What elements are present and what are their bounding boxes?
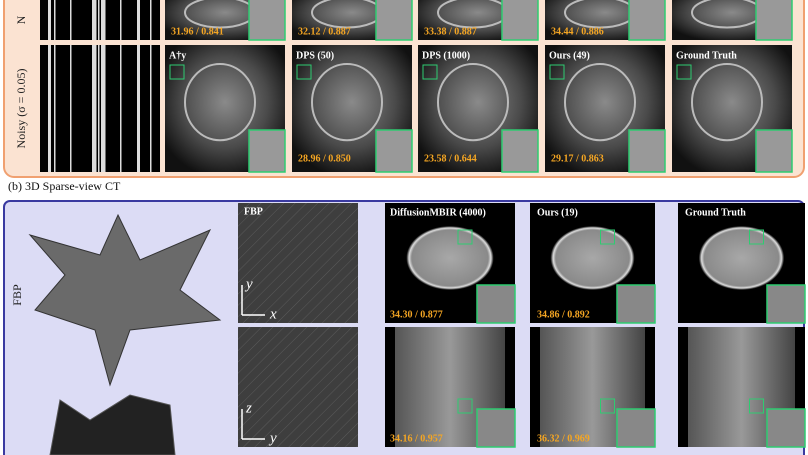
mask-line (95, 0, 97, 40)
zoom-box (169, 64, 185, 80)
mask-line (104, 45, 106, 172)
zoom-inset (766, 408, 806, 448)
zoom-inset (628, 0, 666, 41)
image-detail (395, 218, 505, 298)
volume (49, 394, 176, 455)
column-label: Ours (19) (537, 207, 578, 218)
zoom-box (676, 64, 692, 80)
mask (40, 45, 160, 172)
column-label: Ground Truth (676, 50, 737, 61)
metric: 34.86 / 0.892 (537, 309, 590, 320)
zoom-inset (476, 284, 516, 324)
zoom-box (600, 229, 615, 245)
zoom-inset (248, 129, 286, 173)
zoom-box (749, 229, 764, 245)
zoom-inset (766, 284, 806, 324)
column-label: DPS (1000) (422, 50, 470, 61)
axis-label: x (269, 306, 277, 322)
image-detail (688, 218, 795, 298)
zoom-inset (375, 129, 413, 173)
mask-line (150, 0, 152, 40)
zoom-inset (375, 0, 413, 41)
column-label: DPS (50) (296, 50, 334, 61)
zoom-box (296, 64, 312, 80)
zoom-inset (501, 0, 539, 41)
mask-line (101, 0, 104, 40)
image-detail (437, 63, 509, 142)
fbp-slice (238, 327, 358, 447)
metric: 33.38 / 0.887 (424, 26, 477, 37)
mask-line (120, 0, 122, 40)
mask-line (95, 45, 97, 172)
image-detail (311, 63, 383, 142)
metric: 23.58 / 0.644 (424, 153, 477, 164)
mask-line (150, 45, 152, 172)
zoom-box (457, 398, 473, 414)
column-label: DiffusionMBIR (4000) (390, 207, 486, 218)
mask-line (137, 0, 140, 40)
mask-line (98, 45, 100, 172)
fbp-slice (238, 203, 358, 323)
metric: 34.16 / 0.957 (390, 433, 443, 444)
column-label: Ground Truth (685, 207, 746, 218)
mask (40, 0, 160, 40)
zoom-inset (501, 129, 539, 173)
axis-label: y (244, 276, 253, 292)
zoom-inset (755, 129, 793, 173)
image-detail (564, 63, 636, 142)
row-label: Noisy (σ = 0.05) (14, 69, 28, 149)
mask-line (54, 45, 56, 172)
zoom-box (749, 398, 764, 414)
mask-line (48, 0, 51, 40)
mask-line (54, 0, 56, 40)
zoom-box (422, 64, 438, 80)
zoom-box (600, 398, 615, 414)
row-label: FBP (10, 284, 24, 306)
metric: 36.32 / 0.969 (537, 433, 590, 444)
zoom-inset (755, 0, 793, 41)
column-label: A†y (169, 50, 186, 61)
mask-line (120, 45, 122, 172)
zoom-inset (616, 284, 656, 324)
metric: 34.30 / 0.877 (390, 309, 443, 320)
zoom-inset (248, 0, 286, 41)
metric: 32.12 / 0.887 (298, 26, 351, 37)
mask-line (137, 45, 140, 172)
mask-line (98, 0, 100, 40)
axis-label: z (245, 400, 252, 416)
mask-line (92, 45, 95, 172)
image-detail (540, 218, 645, 298)
zoom-inset (476, 408, 516, 448)
zoom-box (457, 229, 473, 245)
mask-line (104, 0, 106, 40)
zoom-box (549, 64, 565, 80)
mask-line (48, 45, 51, 172)
panel-b-title: (b) 3D Sparse-view CT (8, 179, 121, 193)
mask-line (70, 0, 72, 40)
mask-line (92, 0, 95, 40)
image-detail (691, 63, 763, 142)
column-label: FBP (244, 206, 263, 217)
metric: 29.17 / 0.863 (551, 153, 604, 164)
mask-line (70, 45, 72, 172)
volume (28, 213, 222, 387)
mask-line (101, 45, 104, 172)
axis-label: y (268, 430, 277, 446)
column-label: Ours (49) (549, 50, 590, 61)
row-label: N (14, 15, 28, 24)
metric: 34.44 / 0.886 (551, 26, 604, 37)
metric: 31.96 / 0.841 (171, 26, 224, 37)
zoom-inset (616, 408, 656, 448)
image-detail (184, 63, 256, 142)
metric: 28.96 / 0.850 (298, 153, 351, 164)
zoom-inset (628, 129, 666, 173)
